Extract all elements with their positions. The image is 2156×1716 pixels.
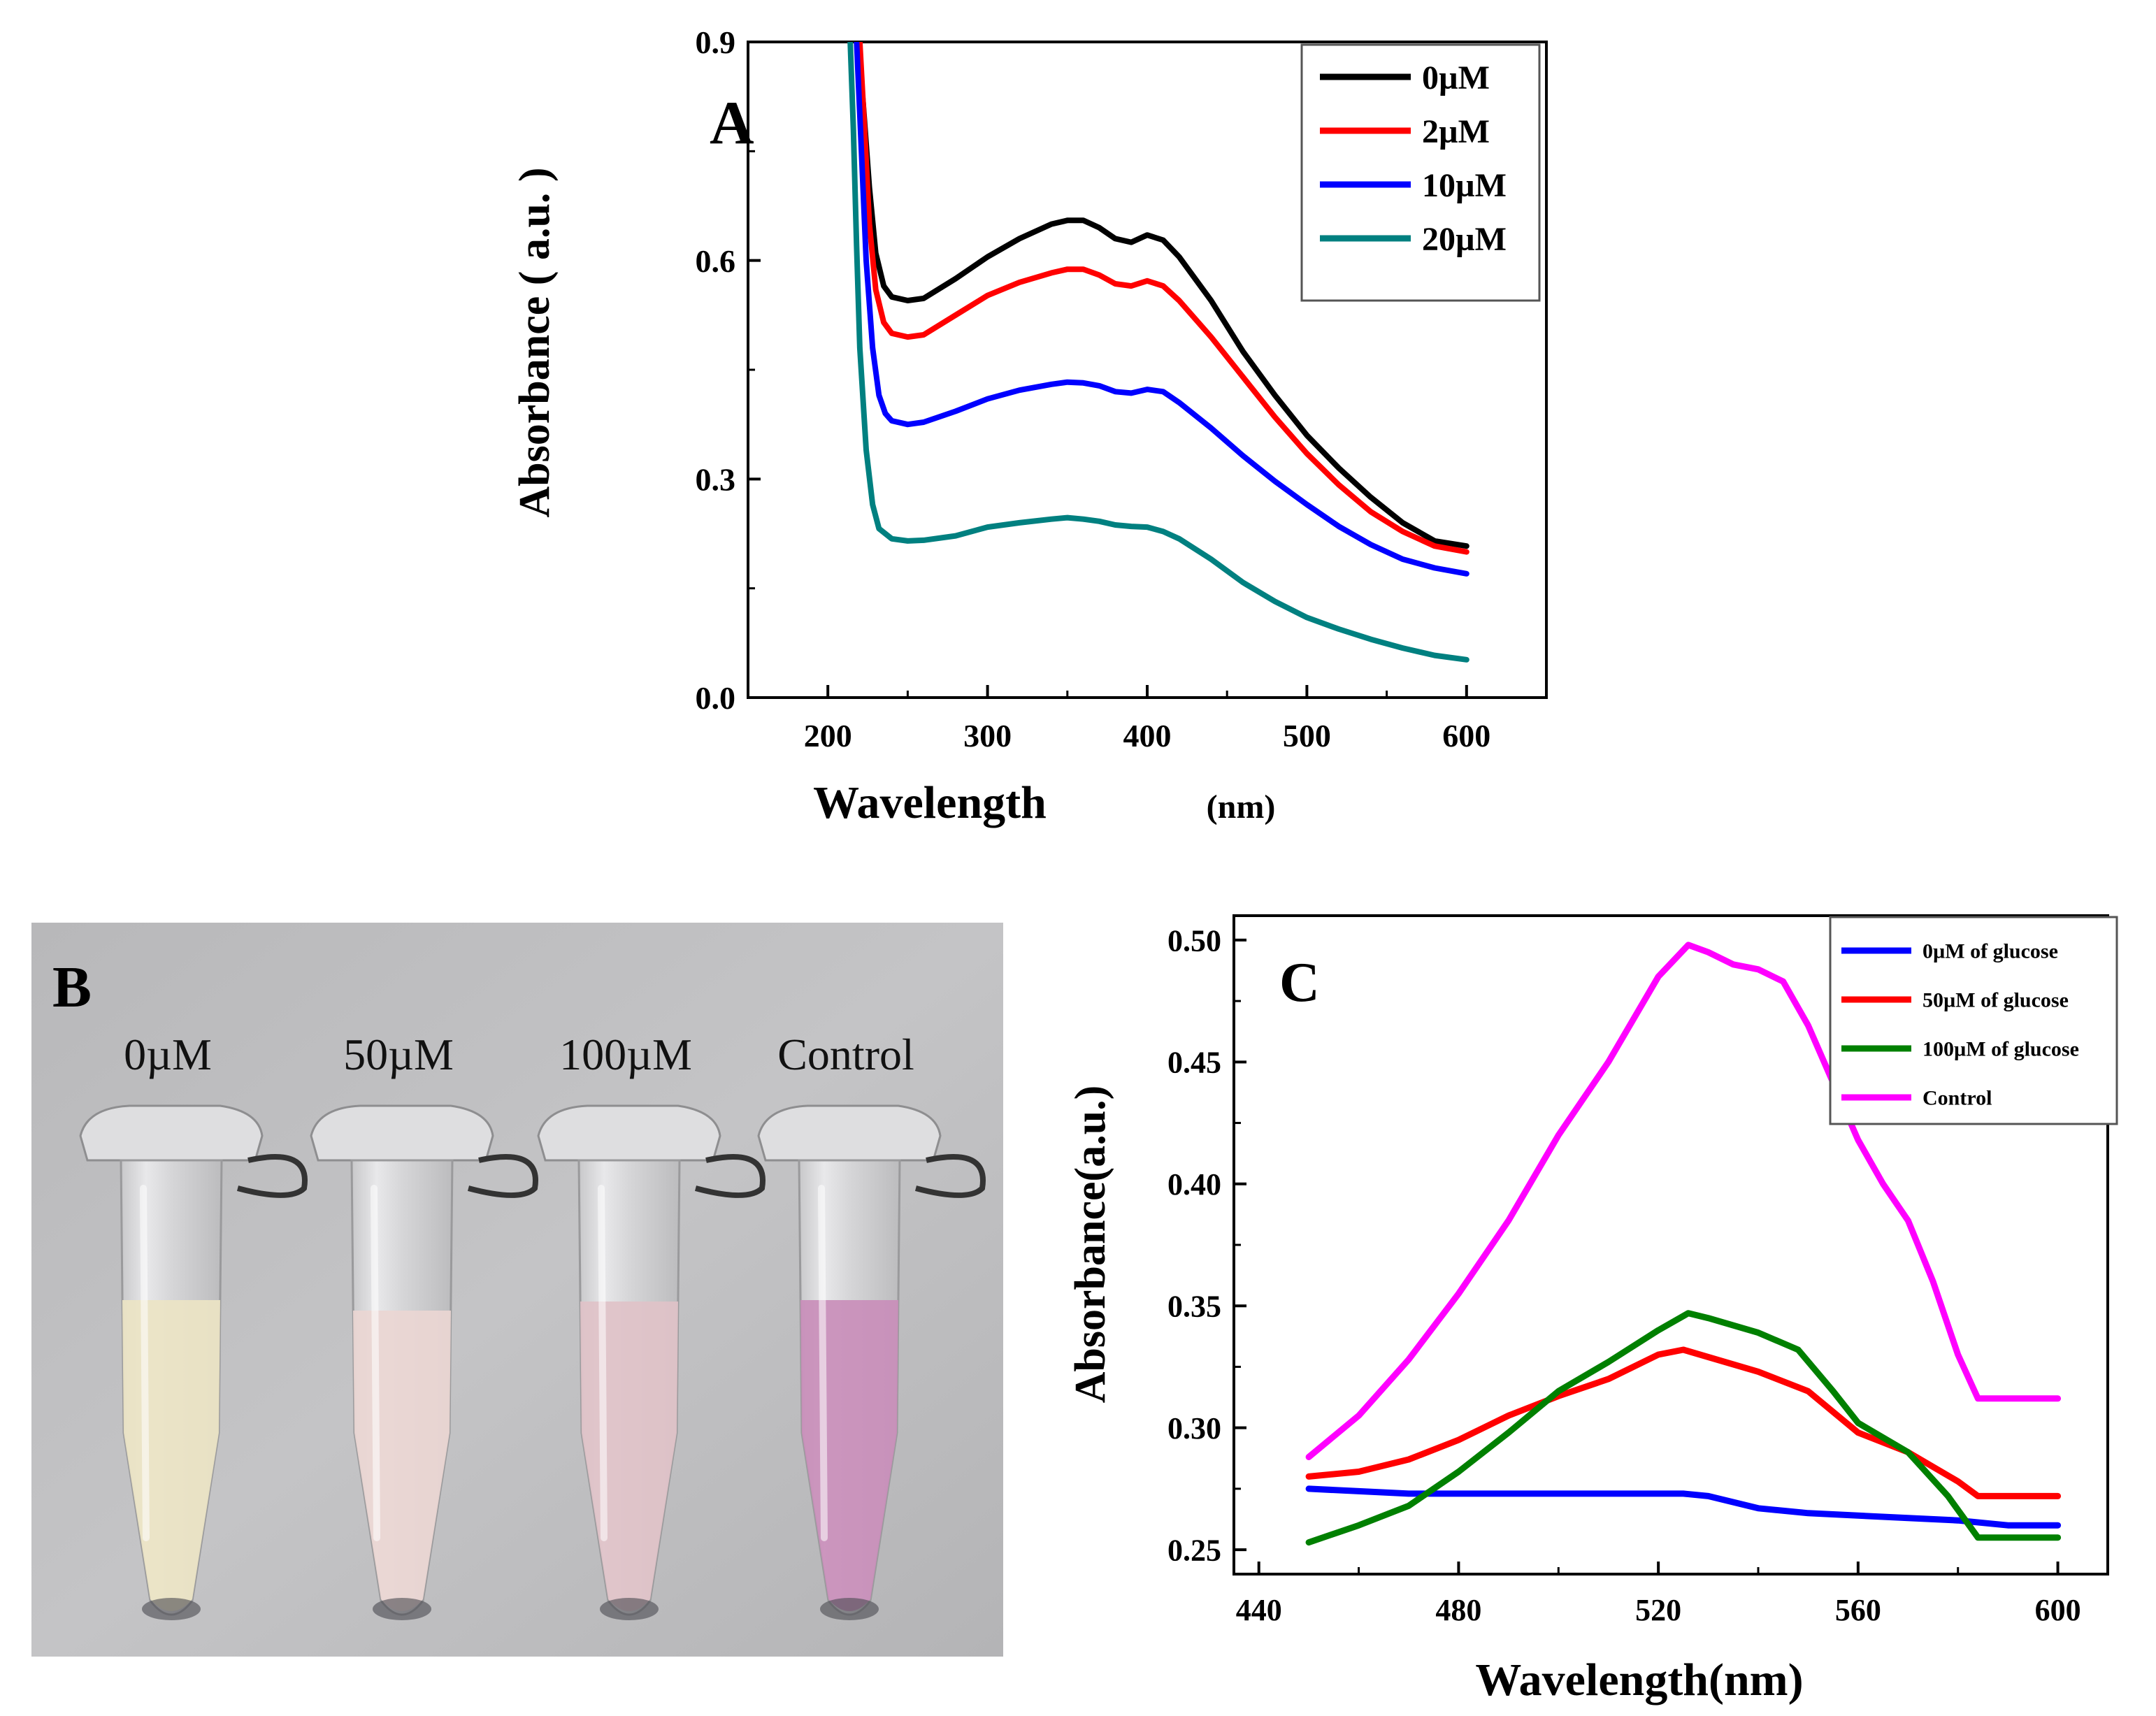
panel-c-legend-label-2: 100µM of glucose (1923, 1038, 2079, 1061)
panel-c-ytick-label: 0.30 (1167, 1411, 1221, 1445)
panel-c-legend-label-3: Control (1923, 1087, 1992, 1110)
tube-label-1: 50µM (343, 1030, 454, 1079)
tube-hinge (467, 1154, 538, 1198)
tube-bottom-shadow (142, 1598, 201, 1620)
panel-c-xtick-label: 600 (2035, 1593, 2081, 1627)
panel-c-series-line-0 (1305, 1485, 2062, 1529)
panel-b-label: B (52, 955, 92, 1020)
panel-c: 440 480 520 560 6000.250.300.350.400.450.50 … (1067, 914, 2118, 1706)
panel-c-legend-label-0: 0µM of glucose (1923, 940, 2058, 963)
panel-a-curves (847, 42, 1469, 663)
panel-c-ytick-label: 0.35 (1167, 1290, 1221, 1324)
panel-a-xlabel-unit: (nm) (1207, 788, 1276, 825)
panel-c-ytick-label: 0.25 (1167, 1534, 1221, 1568)
panel-a-ytick-label: 0.6 (696, 243, 736, 279)
tube-hinge (694, 1154, 766, 1198)
panel-a-legend: 0µM 2µM 10µM 20µM (1300, 43, 1541, 302)
panel-c-label: C (1279, 952, 1320, 1014)
panel-c-xtick-label: 560 (1835, 1593, 1881, 1627)
panel-a-series-line-3 (847, 42, 1469, 663)
panel-c-xlabel: Wavelength(nm) (1475, 1654, 1803, 1706)
tube-cap (310, 1104, 494, 1162)
panel-a-xlabel: Wavelength (813, 777, 1047, 828)
panel-c-ytick-label: 0.45 (1167, 1046, 1221, 1080)
tube-highlight (140, 1185, 150, 1541)
panel-c-ylabel: Absorbance(a.u.) (1067, 1086, 1114, 1404)
panel-a-ytick-label: 0.3 (696, 461, 736, 497)
panel-a-xtick-label: 600 (1442, 718, 1490, 754)
tube-cap (757, 1104, 942, 1162)
panel-a-ylabel: Absorbance ( a.u. ) (511, 167, 559, 517)
panel-c-axes: 440 480 520 560 600 0.25 0.30 0.35 0.40 0.45 0.50 (1167, 914, 2109, 1627)
panel-c-series-line-2 (1305, 1310, 2062, 1546)
tube-cap (537, 1104, 721, 1162)
tube-hinge (914, 1154, 986, 1198)
tube-highlight (598, 1185, 608, 1541)
tube-bottom-shadow (600, 1598, 659, 1620)
tube-0: 0µM (79, 1030, 308, 1620)
tube-2: 100µM (537, 1030, 766, 1620)
panel-c-xtick-label: 480 (1435, 1593, 1481, 1627)
panel-a-series-line-2 (854, 42, 1469, 577)
panel-c-legend: 0µM of glucose 50µM of glucose 100µM of gl… (1829, 916, 2118, 1125)
panel-c-series-line-1 (1305, 1346, 2062, 1499)
tube-1: 50µM (310, 1030, 538, 1620)
panel-a-legend-label-0: 0µM (1422, 59, 1490, 96)
panel-a: 200 300 400 500 600 0.0 0.3 0.6 0.9 A 0µM 2µM 10µM… (511, 24, 1548, 828)
tube-hinge (236, 1154, 308, 1198)
panel-c-xtick-label: 440 (1236, 1593, 1282, 1627)
panel-a-ytick-label: 0.9 (696, 24, 736, 60)
tube-highlight (818, 1185, 828, 1541)
panel-a-legend-label-1: 2µM (1422, 113, 1490, 150)
panel-a-xtick-label: 300 (963, 718, 1012, 754)
panel-b-photo: B 0µM 50µM 100µM Control (31, 923, 1003, 1657)
tube-cap (79, 1104, 264, 1162)
panel-c-legend-label-1: 50µM of glucose (1923, 989, 2069, 1012)
panel-a-legend-label-3: 20µM (1422, 221, 1507, 258)
panel-c-curves (1305, 942, 2062, 1546)
tube-highlight (371, 1185, 380, 1541)
panel-a-series-line-1 (856, 42, 1469, 555)
panel-c-ytick-label: 0.40 (1167, 1167, 1221, 1202)
panel-a-xtick-label: 500 (1283, 718, 1331, 754)
panel-c-series-line-3 (1305, 942, 2062, 1460)
tube-bottom-shadow (820, 1598, 879, 1620)
panel-a-series-line-0 (854, 42, 1469, 549)
panel-a-legend-label-2: 10µM (1422, 167, 1507, 204)
tube-bottom-shadow (373, 1598, 431, 1620)
panel-c-ytick-label: 0.50 (1167, 923, 1221, 958)
panel-c-xtick-label: 520 (1635, 1593, 1681, 1627)
panel-a-xtick-label: 400 (1123, 718, 1172, 754)
tube-label-0: 0µM (124, 1030, 212, 1079)
tube-3: Control (757, 1030, 986, 1620)
panel-a-ytick-label: 0.0 (696, 680, 736, 716)
tube-label-3: Control (777, 1030, 914, 1079)
panel-a-axes: 200 300 400 500 600 0.0 0.3 0.6 0.9 (696, 24, 1548, 754)
panel-a-xtick-label: 200 (804, 718, 852, 754)
tube-label-2: 100µM (559, 1030, 692, 1079)
panel-a-label: A (710, 89, 754, 157)
